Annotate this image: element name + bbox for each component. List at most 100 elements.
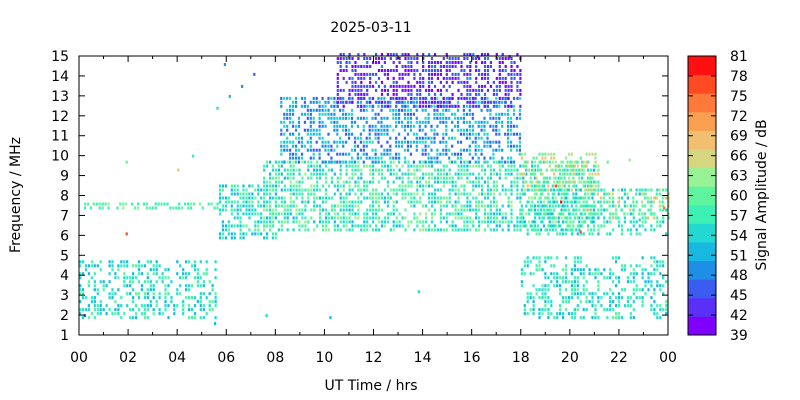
data-cell bbox=[539, 212, 543, 216]
data-cell bbox=[369, 57, 372, 60]
data-cell bbox=[492, 212, 495, 216]
data-cell bbox=[333, 228, 336, 232]
data-cell bbox=[566, 168, 569, 172]
data-cell bbox=[615, 216, 618, 220]
data-cell bbox=[576, 160, 579, 164]
data-cell bbox=[380, 196, 384, 200]
data-cell bbox=[460, 172, 463, 176]
data-cell bbox=[486, 100, 490, 104]
data-cell bbox=[559, 184, 562, 188]
data-cell bbox=[319, 208, 322, 212]
data-cell bbox=[433, 104, 436, 108]
data-cell bbox=[196, 280, 199, 284]
data-cell bbox=[193, 276, 197, 280]
data-cell bbox=[649, 208, 652, 212]
data-cell bbox=[413, 200, 416, 204]
data-cell bbox=[498, 88, 501, 92]
data-cell bbox=[357, 164, 360, 168]
data-cell bbox=[550, 304, 553, 308]
data-cell bbox=[300, 140, 304, 144]
data-cell bbox=[436, 69, 439, 72]
data-cell bbox=[576, 268, 579, 272]
data-cell bbox=[398, 57, 401, 60]
data-cell bbox=[519, 76, 522, 80]
data-cell bbox=[248, 216, 251, 220]
data-cell bbox=[507, 57, 510, 60]
data-cell bbox=[295, 148, 298, 152]
data-cell bbox=[498, 69, 501, 72]
data-cell bbox=[403, 136, 407, 140]
data-cell bbox=[318, 100, 321, 104]
data-cell bbox=[283, 184, 286, 188]
data-cell bbox=[357, 176, 360, 180]
data-cell bbox=[286, 96, 289, 100]
data-cell bbox=[498, 84, 501, 88]
data-cell bbox=[321, 104, 324, 108]
data-cell bbox=[560, 192, 563, 196]
data-cell bbox=[498, 57, 501, 60]
data-cell bbox=[377, 136, 380, 140]
data-cell bbox=[655, 192, 658, 196]
data-cell bbox=[442, 228, 445, 232]
data-cell bbox=[641, 212, 644, 216]
data-cell bbox=[90, 264, 93, 268]
data-cell bbox=[427, 152, 430, 156]
data-cell bbox=[439, 65, 442, 68]
data-cell bbox=[632, 204, 635, 208]
data-cell bbox=[483, 53, 487, 56]
data-cell bbox=[257, 200, 260, 204]
data-cell bbox=[424, 144, 427, 148]
data-cell bbox=[472, 57, 475, 60]
data-cell bbox=[369, 172, 372, 176]
data-cell bbox=[436, 96, 439, 100]
data-cell bbox=[646, 196, 650, 200]
data-cell bbox=[597, 288, 600, 292]
data-cell bbox=[629, 232, 632, 236]
data-cell bbox=[609, 272, 612, 276]
data-cell bbox=[614, 212, 617, 216]
data-cell bbox=[353, 140, 357, 144]
data-cell bbox=[309, 140, 312, 144]
data-cell bbox=[436, 100, 439, 104]
data-cell bbox=[366, 164, 369, 168]
data-cell bbox=[81, 272, 85, 276]
data-cell bbox=[471, 132, 474, 136]
data-cell bbox=[351, 80, 354, 84]
data-cell bbox=[280, 204, 283, 208]
data-cell bbox=[248, 196, 251, 200]
data-cell bbox=[465, 136, 468, 140]
data-cell bbox=[392, 208, 395, 212]
data-cell bbox=[635, 288, 638, 292]
data-cell bbox=[374, 124, 377, 128]
data-cell bbox=[587, 168, 590, 172]
data-cell bbox=[486, 108, 489, 112]
data-cell bbox=[594, 304, 597, 308]
data-cell bbox=[620, 196, 624, 200]
data-cell bbox=[371, 128, 374, 132]
data-cell bbox=[324, 148, 327, 152]
data-cell bbox=[567, 312, 571, 316]
data-cell bbox=[357, 196, 360, 200]
data-cell bbox=[415, 100, 418, 104]
data-cell bbox=[576, 276, 579, 280]
data-cell bbox=[516, 88, 519, 92]
data-cell bbox=[615, 312, 618, 316]
data-cell bbox=[585, 208, 588, 212]
data-cell bbox=[158, 276, 161, 280]
data-cell bbox=[263, 220, 266, 224]
data-cell bbox=[448, 200, 451, 204]
data-cell bbox=[421, 120, 424, 124]
data-cell bbox=[410, 196, 413, 200]
data-cell bbox=[445, 164, 448, 168]
data-cell bbox=[439, 200, 442, 204]
data-cell bbox=[339, 228, 342, 232]
data-cell bbox=[401, 53, 404, 56]
data-cell bbox=[454, 180, 457, 184]
data-cell bbox=[345, 204, 348, 208]
data-cell bbox=[324, 124, 327, 128]
data-cell bbox=[547, 196, 550, 200]
data-cell bbox=[526, 200, 529, 204]
data-cell bbox=[456, 152, 460, 156]
data-cell bbox=[504, 76, 507, 80]
data-cell bbox=[573, 312, 576, 316]
